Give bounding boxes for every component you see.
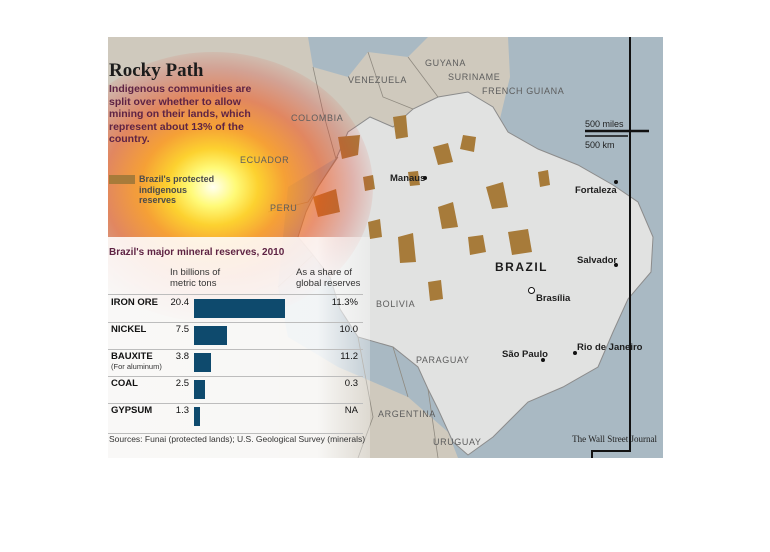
- bar: [194, 299, 285, 318]
- country-label-french-guiana: FRENCH GUIANA: [482, 86, 565, 96]
- city-label-salvador: Salvador: [577, 255, 618, 266]
- share-label: 0.3: [344, 378, 358, 389]
- share-label: 11.3%: [331, 297, 358, 308]
- legend-swatch-reserves: [109, 175, 135, 184]
- city-label-brasilia: Brasília: [536, 293, 571, 304]
- category-label: IRON ORE: [111, 297, 158, 308]
- city-dot-salvador: [614, 263, 618, 267]
- value-column-header: In billions of metric tons: [170, 267, 221, 289]
- category-label: COAL: [111, 378, 138, 389]
- category-note: (For aluminum): [111, 362, 162, 371]
- header-divider: [108, 294, 363, 295]
- value-label: 1.3: [175, 405, 189, 416]
- legend-label-reserves: Brazil's protected indigenous reserves: [139, 174, 215, 205]
- value-label: 20.4: [170, 297, 190, 308]
- row-divider: [108, 376, 363, 377]
- city-dot-fortaleza: [614, 180, 618, 184]
- country-label-argentina: ARGENTINA: [378, 409, 436, 419]
- share-label: NA: [344, 405, 358, 416]
- country-label-colombia: COLOMBIA: [291, 113, 344, 123]
- share-label: 11.2: [340, 351, 358, 362]
- footer-divider: [108, 433, 363, 434]
- city-label-rio: Rio de Janeiro: [577, 342, 643, 353]
- credit-line: The Wall Street Journal: [572, 434, 657, 444]
- chart-title: Brazil's major mineral reserves, 2010: [109, 247, 285, 258]
- capital-marker-brasilia: [528, 287, 535, 294]
- share-label: 10.0: [339, 324, 359, 335]
- country-label-ecuador: ECUADOR: [240, 155, 290, 165]
- value-label: 2.5: [175, 378, 189, 389]
- bar: [194, 353, 211, 372]
- country-label-bolivia: BOLIVIA: [376, 299, 416, 309]
- row-divider: [108, 322, 363, 323]
- row-divider: [108, 349, 363, 350]
- country-label-venezuela: VENEZUELA: [348, 75, 407, 85]
- category-label: GYPSUM: [111, 405, 153, 416]
- value-label: 7.5: [175, 324, 189, 335]
- scale-label-miles: 500 miles: [585, 119, 624, 129]
- country-label-suriname: SURINAME: [448, 72, 501, 82]
- country-label-guyana: GUYANA: [425, 58, 466, 68]
- country-label-uruguay: URUGUAY: [433, 437, 482, 447]
- headline-subtitle: Indigenous communities are split over wh…: [109, 83, 252, 145]
- city-label-sao-paulo: São Paulo: [502, 349, 548, 360]
- country-label-peru: PERU: [270, 203, 298, 213]
- city-label-manaus: Manaus: [390, 173, 426, 184]
- headline-title: Rocky Path: [109, 60, 204, 81]
- scale-label-km: 500 km: [585, 140, 615, 150]
- city-dot-sao-paulo: [541, 358, 545, 362]
- value-label: 3.8: [175, 351, 189, 362]
- bar: [194, 380, 206, 399]
- country-label-brazil: BRAZIL: [495, 260, 548, 274]
- city-dot-manaus: [423, 176, 427, 180]
- chart-panel: [108, 237, 370, 458]
- category-label: BAUXITE: [111, 351, 153, 362]
- city-label-fortaleza: Fortaleza: [575, 185, 617, 196]
- infographic: GUYANA SURINAME FRENCH GUIANA VENEZUELA …: [108, 37, 663, 458]
- row-divider: [108, 403, 363, 404]
- city-dot-rio: [573, 351, 577, 355]
- category-label: NICKEL: [111, 324, 147, 335]
- bar: [194, 326, 228, 345]
- country-label-paraguay: PARAGUAY: [416, 355, 470, 365]
- sources-note: Sources: Funai (protected lands); U.S. G…: [109, 434, 366, 444]
- bar: [194, 407, 200, 426]
- share-column-header: As a share of global reserves: [296, 267, 361, 289]
